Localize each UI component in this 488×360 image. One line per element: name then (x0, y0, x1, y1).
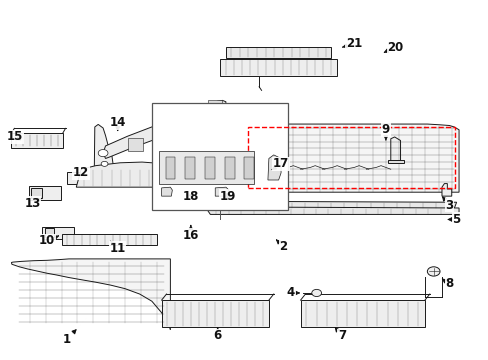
Polygon shape (161, 187, 172, 196)
Polygon shape (66, 172, 108, 184)
Text: 7: 7 (335, 328, 346, 342)
Circle shape (98, 149, 108, 157)
Text: 14: 14 (109, 116, 125, 131)
Bar (225, 46, 330, 58)
Circle shape (311, 289, 321, 297)
Bar (181, 113, 196, 127)
Text: 3: 3 (442, 197, 452, 212)
Bar (31, 188, 42, 198)
Polygon shape (103, 100, 225, 158)
Text: 12: 12 (73, 166, 89, 179)
Bar (248, 127, 454, 188)
Polygon shape (215, 187, 228, 196)
Text: 10: 10 (39, 234, 59, 247)
Bar (61, 234, 157, 245)
Text: 13: 13 (24, 197, 41, 210)
Polygon shape (94, 125, 114, 169)
Bar (42, 226, 74, 239)
Text: 8: 8 (441, 278, 452, 291)
Text: 21: 21 (342, 37, 362, 50)
Bar (204, 157, 214, 179)
Bar (44, 228, 54, 237)
Text: 16: 16 (183, 225, 199, 242)
Bar (161, 300, 268, 327)
Polygon shape (441, 184, 451, 196)
Bar (244, 157, 254, 179)
Text: 11: 11 (109, 241, 125, 255)
Bar (128, 138, 142, 152)
Bar (224, 157, 234, 179)
Text: 9: 9 (381, 123, 389, 140)
Polygon shape (207, 207, 458, 215)
Text: 15: 15 (7, 130, 23, 144)
Text: 18: 18 (183, 190, 199, 203)
Text: 4: 4 (286, 287, 299, 300)
Bar (152, 103, 288, 211)
Polygon shape (267, 155, 281, 180)
Text: 1: 1 (62, 330, 76, 346)
Bar (155, 125, 169, 139)
Text: 5: 5 (447, 213, 460, 226)
Text: 20: 20 (384, 41, 403, 54)
Polygon shape (271, 202, 456, 209)
Bar (207, 100, 222, 114)
Text: 17: 17 (271, 157, 288, 170)
Polygon shape (387, 160, 404, 163)
Circle shape (427, 267, 439, 276)
Circle shape (101, 161, 108, 166)
Polygon shape (390, 137, 400, 162)
Bar (159, 151, 254, 184)
Polygon shape (11, 259, 170, 330)
Bar (29, 186, 61, 200)
Text: 6: 6 (213, 328, 222, 342)
Bar (300, 300, 424, 327)
Polygon shape (205, 124, 458, 200)
Bar (185, 157, 195, 179)
Bar (165, 157, 175, 179)
Bar (220, 59, 336, 76)
Polygon shape (76, 162, 211, 187)
Text: 2: 2 (276, 240, 287, 253)
Bar (11, 134, 62, 148)
Text: 19: 19 (219, 190, 235, 203)
